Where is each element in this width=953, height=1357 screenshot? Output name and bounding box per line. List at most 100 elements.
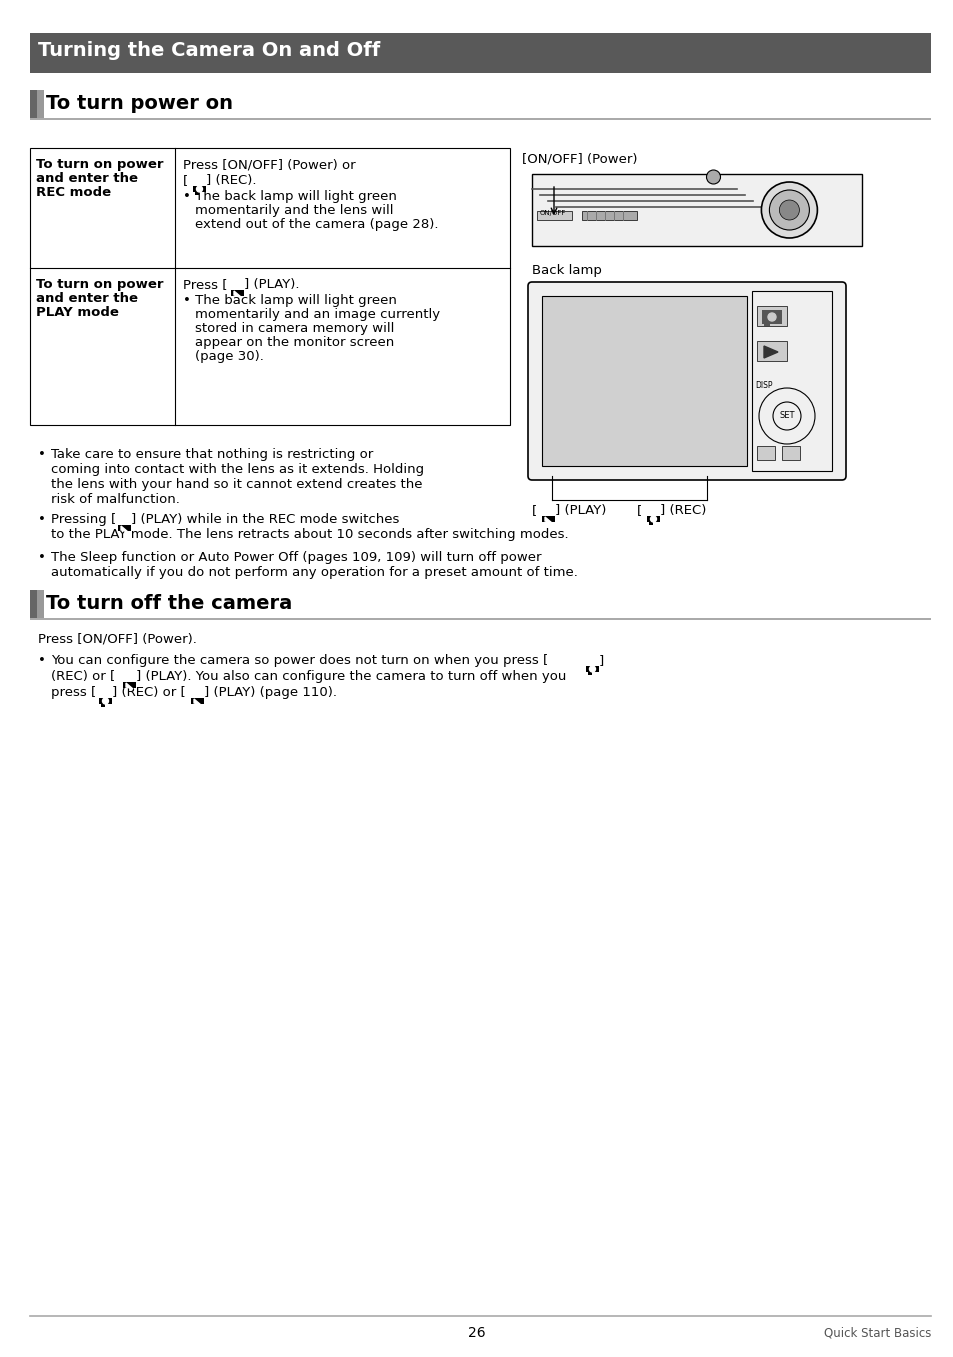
Text: appear on the monitor screen: appear on the monitor screen [194,337,394,349]
Circle shape [768,190,808,229]
Bar [30,617,930,620]
Text: Press [: Press [ [183,278,227,290]
Text: REC mode: REC mode [36,186,111,199]
Text: Press [ON/OFF] (Power) or: Press [ON/OFF] (Power) or [183,157,355,171]
Text: [: [ [183,174,188,187]
Polygon shape [193,699,201,706]
Text: DISP: DISP [755,381,772,389]
Polygon shape [544,517,552,522]
Bar [30,590,37,617]
Text: and enter the: and enter the [36,172,138,185]
Text: 26: 26 [468,1326,485,1339]
Bar [30,148,510,425]
Bar [757,341,786,361]
Text: stored in camera memory will: stored in camera memory will [194,322,394,335]
Text: to the PLAY mode. The lens retracts about 10 seconds after switching modes.: to the PLAY mode. The lens retracts abou… [51,528,568,541]
Text: ] (REC): ] (REC) [659,503,705,517]
Text: ] (PLAY).: ] (PLAY). [244,278,299,290]
Text: automatically if you do not perform any operation for a preset amount of time.: automatically if you do not perform any … [51,566,578,579]
Text: •: • [38,551,46,565]
Text: • The back lamp will light green: • The back lamp will light green [183,294,396,307]
Text: press [: press [ [51,687,96,699]
Bar [537,210,572,220]
Text: Press [ON/OFF] (Power).: Press [ON/OFF] (Power). [38,632,196,645]
Polygon shape [126,683,132,689]
Bar [101,704,105,707]
Text: SET: SET [779,411,794,421]
Bar [194,191,199,195]
Bar [99,697,112,704]
Text: (page 30).: (page 30). [194,350,264,364]
Text: To turn off the camera: To turn off the camera [46,594,292,613]
Circle shape [767,313,775,322]
Circle shape [706,170,720,185]
Bar [123,683,136,688]
Text: Take care to ensure that nothing is restricting or: Take care to ensure that nothing is rest… [51,448,373,461]
Bar [781,446,800,460]
Bar [751,290,831,471]
Bar [541,296,746,465]
Bar [581,210,637,220]
Text: the lens with your hand so it cannot extend creates the: the lens with your hand so it cannot ext… [51,478,422,491]
Circle shape [196,186,202,191]
Text: and enter the: and enter the [36,292,138,305]
Text: [ON/OFF] (Power): [ON/OFF] (Power) [521,152,637,166]
Text: Quick Start Basics: Quick Start Basics [822,1326,930,1339]
Bar [118,525,131,531]
Text: ] (PLAY) (page 110).: ] (PLAY) (page 110). [204,687,336,699]
Bar [30,33,930,73]
Text: • The back lamp will light green: • The back lamp will light green [183,190,396,204]
Text: momentarily and the lens will: momentarily and the lens will [194,204,393,217]
Text: Back lamp: Back lamp [532,265,601,277]
Polygon shape [763,346,778,358]
Bar [763,323,769,326]
Text: ] (PLAY) while in the REC mode switches: ] (PLAY) while in the REC mode switches [131,513,399,527]
Text: Turning the Camera On and Off: Turning the Camera On and Off [38,41,380,60]
Bar [37,90,44,118]
Text: PLAY mode: PLAY mode [36,305,119,319]
Bar [231,290,244,296]
Bar [757,446,774,460]
Text: ] (REC).: ] (REC). [206,174,256,187]
Text: The Sleep function or Auto Power Off (pages 109, 109) will turn off power: The Sleep function or Auto Power Off (pa… [51,551,541,565]
Circle shape [779,199,799,220]
Bar [37,590,44,617]
Text: [: [ [532,503,537,517]
Text: momentarily and an image currently: momentarily and an image currently [194,308,439,322]
Bar [541,516,555,522]
Text: coming into contact with the lens as it extends. Holding: coming into contact with the lens as it … [51,463,424,476]
Bar [587,672,592,674]
Text: Pressing [: Pressing [ [51,513,116,527]
Polygon shape [121,527,128,532]
Bar [193,186,206,191]
Text: •: • [38,654,46,668]
Bar [646,516,659,522]
Text: To turn power on: To turn power on [46,94,233,113]
Text: ]: ] [598,654,603,668]
Text: risk of malfunction.: risk of malfunction. [51,493,180,506]
Bar [30,90,37,118]
Bar [648,522,652,525]
Text: [: [ [637,503,641,517]
Text: ] (PLAY). You also can configure the camera to turn off when you: ] (PLAY). You also can configure the cam… [136,670,566,683]
Text: You can configure the camera so power does not turn on when you press [: You can configure the camera so power do… [51,654,548,668]
Bar [761,309,781,324]
Text: (REC) or [: (REC) or [ [51,670,115,683]
Text: ON/OFF: ON/OFF [539,210,566,216]
Circle shape [650,516,656,522]
Bar [585,666,598,672]
Bar [757,305,786,326]
Text: •: • [38,448,46,461]
FancyBboxPatch shape [527,282,845,480]
Text: To turn on power: To turn on power [36,157,163,171]
Circle shape [102,697,109,704]
Circle shape [589,666,595,672]
Bar [30,118,930,119]
Text: To turn on power: To turn on power [36,278,163,290]
Bar [532,174,862,246]
Text: extend out of the camera (page 28).: extend out of the camera (page 28). [194,218,438,231]
Polygon shape [233,290,241,297]
Bar [191,697,204,704]
Text: ] (REC) or [: ] (REC) or [ [112,687,186,699]
Circle shape [760,182,817,237]
